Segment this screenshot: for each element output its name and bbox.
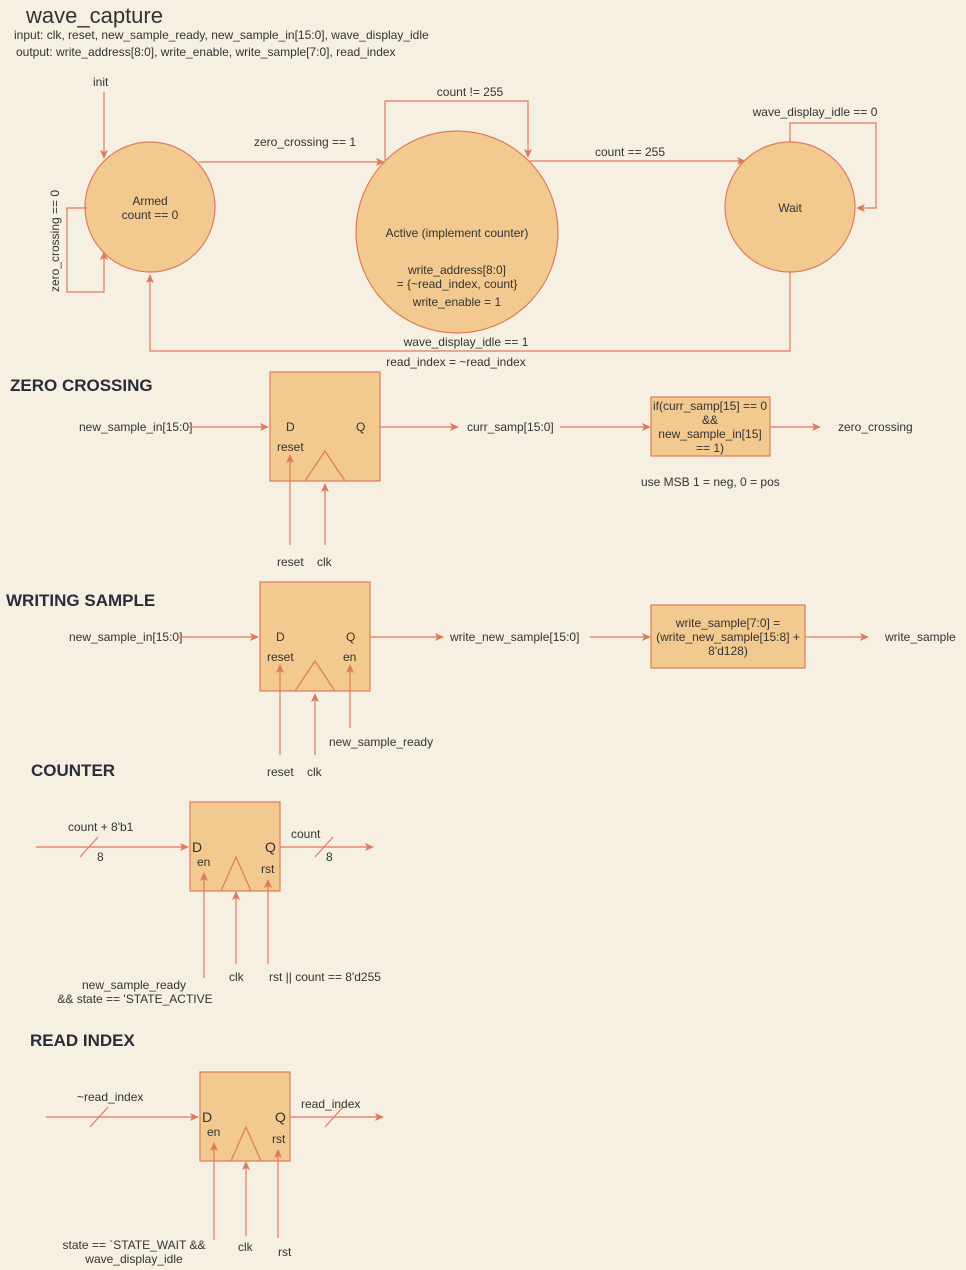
zc-pin-d: D [286,420,295,434]
counter-pin-rst: rst [261,862,275,876]
zc-result-label: zero_crossing [838,420,913,434]
armed-self-loop [66,207,108,293]
zc-logic-line-3: new_sample_in[15] [658,427,761,441]
zero-crossing-heading: ZERO CROSSING [10,376,153,395]
input-list: input: clk, reset, new_sample_ready, new… [14,28,429,42]
counter-pin-en: en [197,855,210,869]
ri-bottom-en-line-2: wave_display_idle [84,1252,183,1266]
ws-pin-q: Q [346,630,355,644]
counter-clock-triangle [220,855,252,892]
ri-input-label: ~read_index [77,1090,143,1104]
writing-sample-heading: WRITING SAMPLE [6,591,155,610]
read-index-heading: READ INDEX [30,1031,136,1050]
state-active [355,130,559,334]
ri-pin-d: D [202,1109,212,1125]
ri-bottom-clk: clk [238,1240,254,1254]
zc-pin-q: Q [356,420,365,434]
init-label: init [93,75,109,89]
ri-input-bus-slash [89,1106,109,1128]
zc-input-label: new_sample_in[15:0] [79,420,192,434]
state-armed-name: Armed [132,194,167,208]
ri-output-label: read_index [301,1097,360,1111]
ri-pin-rst: rst [272,1132,286,1146]
ws-pin-reset: reset [267,650,294,664]
ws-logic-line-2: (write_new_sample[15:8] + [656,630,800,644]
ri-bottom-en-line-1: state == `STATE_WAIT && [63,1238,206,1252]
ws-bottom-clk: clk [307,765,323,779]
zc-logic-line-1: if(curr_samp[15] == 0 [653,399,767,413]
zc-logic-box [650,396,771,457]
ri-clock-triangle [230,1125,262,1162]
ws-input-label: new_sample_in[15:0] [69,630,182,644]
ws-logic-line-1: write_sample[7:0] = [675,616,780,630]
wait-to-armed-label: wave_display_idle == 1 [403,335,529,349]
zc-bottom-clk: clk [317,555,333,569]
state-active-write-enable: write_enable = 1 [412,295,502,309]
state-active-address: write_address[8:0] [407,263,506,277]
active-to-wait-label: count == 255 [595,145,665,159]
counter-output-width: 8 [326,850,333,864]
ws-pin-d: D [276,630,285,644]
counter-output-label: count [291,827,321,841]
armed-to-active-label: zero_crossing == 1 [254,135,356,149]
counter-input-width: 8 [97,850,104,864]
ws-bottom-en: new_sample_ready [329,735,433,749]
counter-bottom-en-line-2: && state == 'STATE_ACTIVE [57,992,212,1006]
counter-output-bus-slash [314,836,334,858]
armed-self-loop-label: zero_crossing == 0 [48,190,62,292]
counter-pin-q: Q [265,839,276,855]
counter-bottom-clk: clk [229,970,245,984]
zc-note: use MSB 1 = neg, 0 = pos [641,475,780,489]
ws-result-label: write_sample [884,630,956,644]
state-active-name: Active (implement counter) [386,226,529,240]
ws-output-label: write_new_sample[15:0] [449,630,579,644]
counter-input-bus-slash [79,836,99,858]
counter-pin-d: D [192,839,202,855]
diagram-title: wave_capture [25,3,163,28]
zc-output-label: curr_samp[15:0] [467,420,554,434]
wait-to-armed-action: read_index = ~read_index [386,355,525,369]
zc-clock-triangle [304,449,346,482]
state-wait-name: Wait [778,201,802,215]
wait-self-loop-label: wave_display_idle == 0 [752,105,878,119]
zc-logic-line-4: == 1) [696,441,724,455]
output-list: output: write_address[8:0], write_enable… [16,45,396,59]
zc-pin-reset: reset [277,440,304,454]
wait-to-armed-edge [146,272,791,352]
state-active-address-expr: = {~read_index, count} [397,277,518,291]
state-armed [84,141,216,273]
ri-bottom-rst: rst [278,1245,292,1259]
active-self-loop-label: count != 255 [437,85,504,99]
zc-bottom-reset: reset [277,555,304,569]
wait-self-loop [789,122,877,212]
counter-heading: COUNTER [31,761,115,780]
state-armed-condition: count == 0 [122,208,179,222]
ws-logic-box [650,604,806,669]
counter-bottom-en-line-1: new_sample_ready [82,978,186,992]
counter-input-label: count + 8'b1 [68,820,134,834]
ws-clock-triangle [294,659,336,692]
ri-pin-q: Q [275,1109,286,1125]
ws-logic-line-3: 8'd128) [708,644,748,658]
zc-logic-line-2: && [702,413,718,427]
counter-bottom-rst: rst || count == 8'd255 [269,970,381,984]
ws-bottom-reset: reset [267,765,294,779]
active-self-loop [384,100,532,160]
ws-pin-en: en [343,650,356,664]
ri-output-bus-slash [324,1106,344,1128]
ri-pin-en: en [207,1125,220,1139]
